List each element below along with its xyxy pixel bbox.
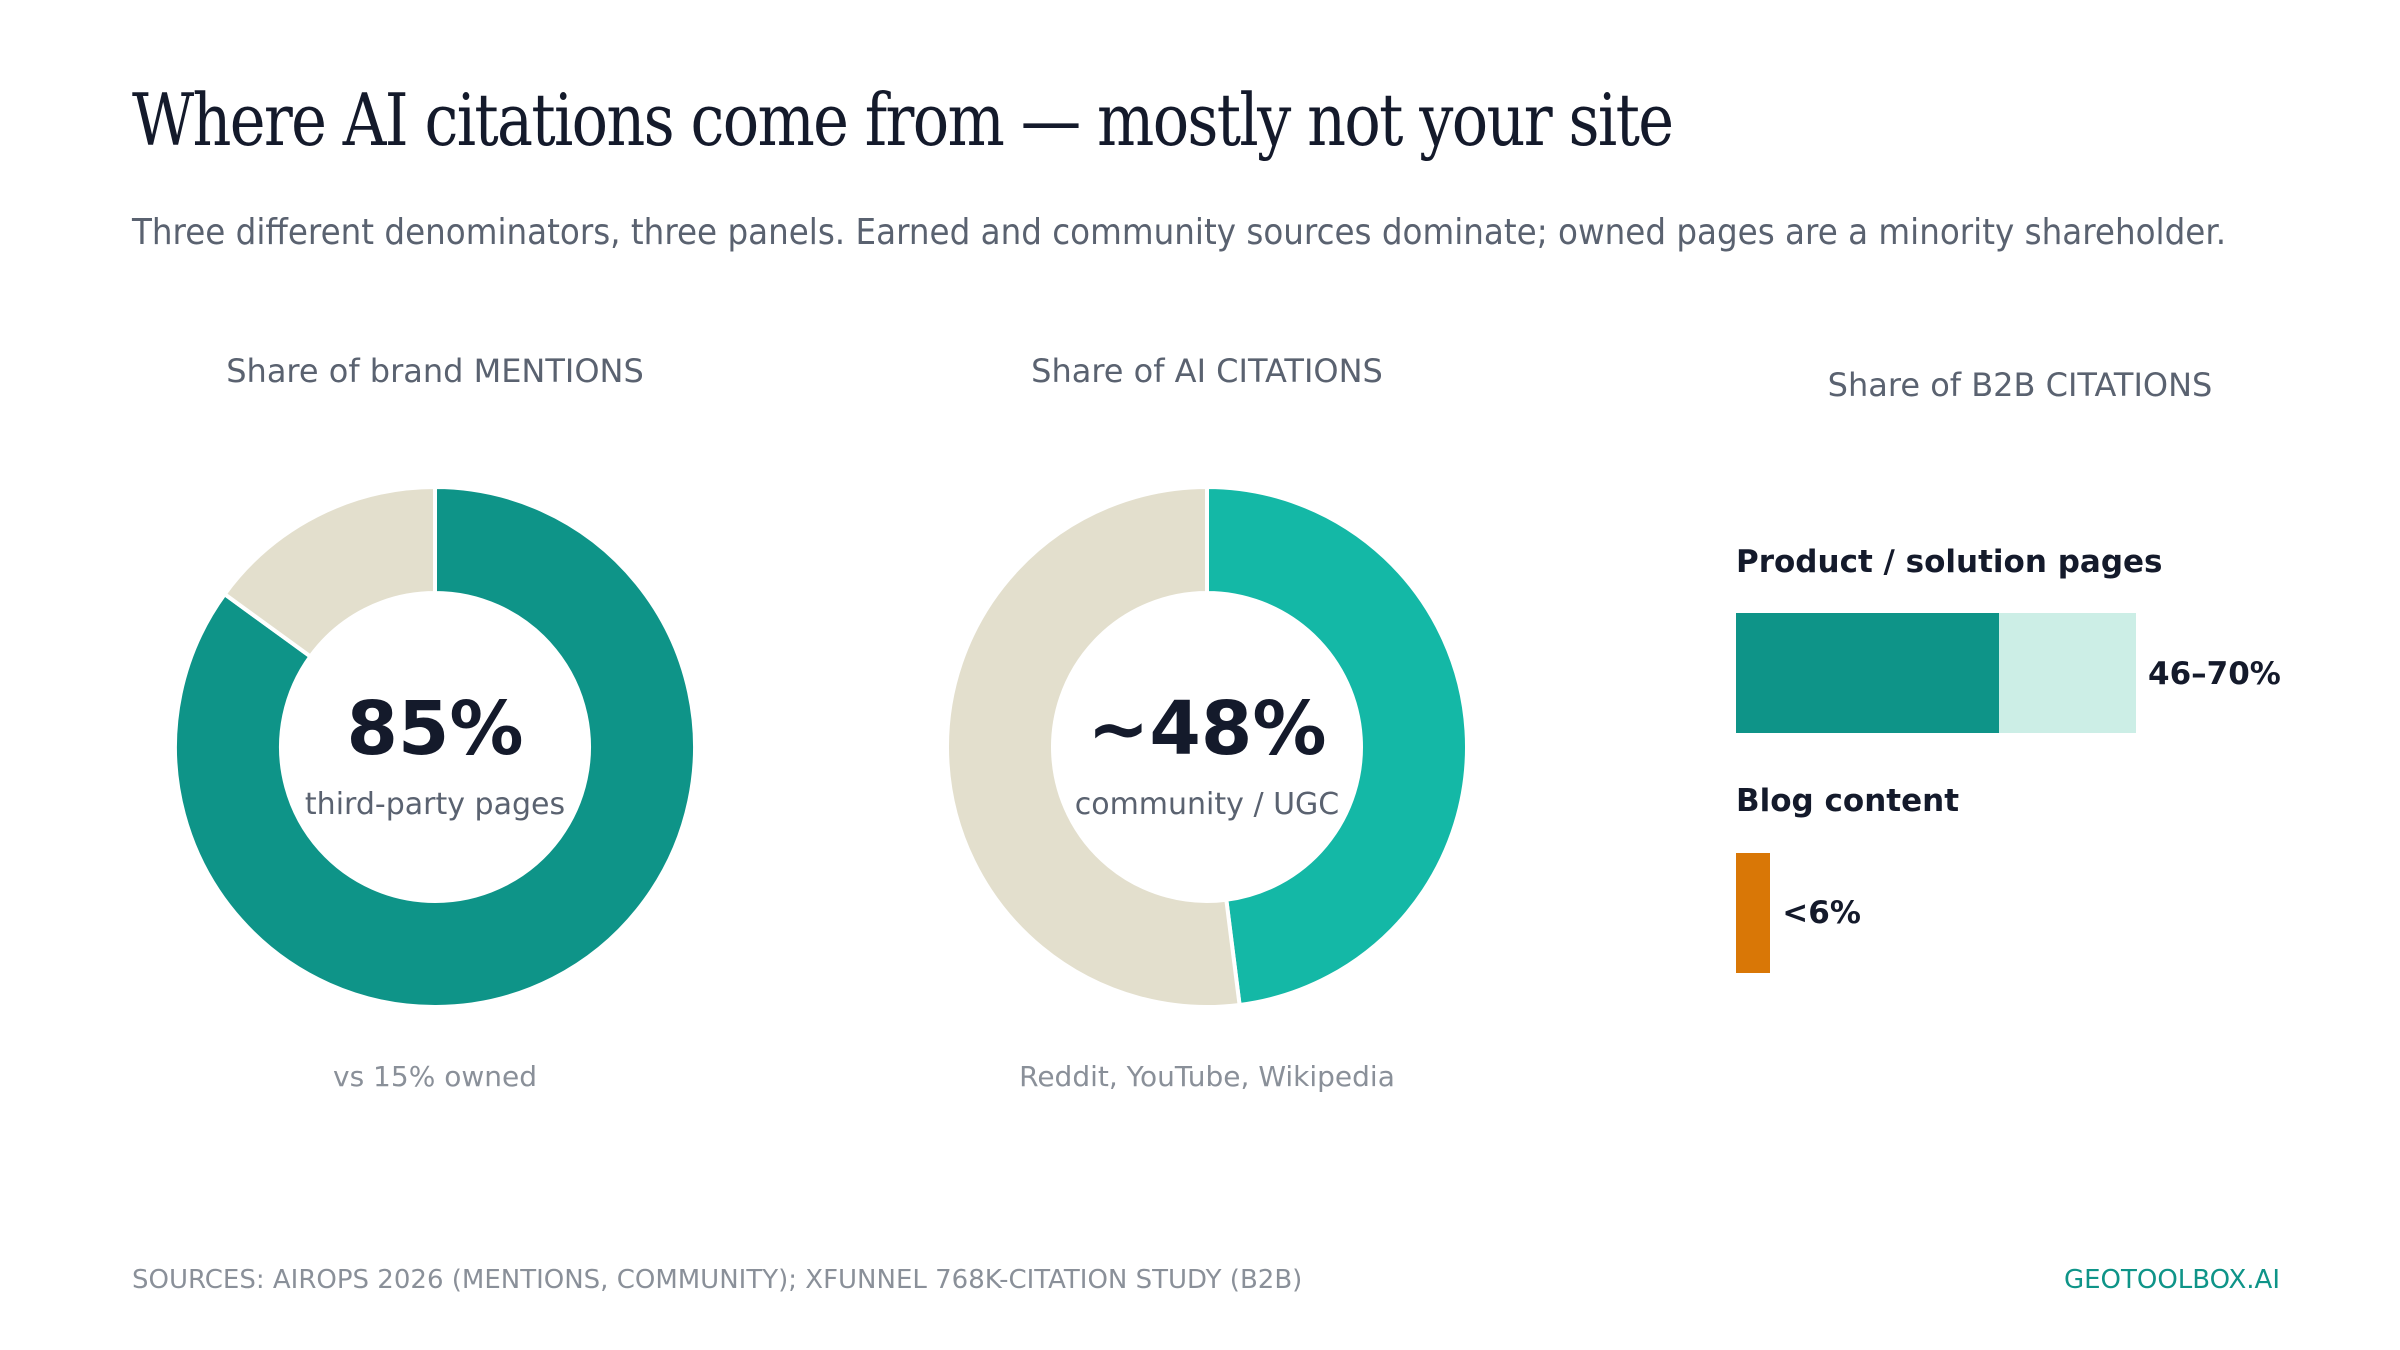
donut-slice-third-party	[173, 484, 697, 1009]
citations-note: Reddit, YouTube, Wikipedia	[1019, 1060, 1395, 1093]
citations-donut-chart: ~48% community / UGC	[945, 484, 1469, 1009]
page-title: Where AI citations come from — mostly no…	[132, 78, 1674, 162]
blog-bar-label: Blog content	[1736, 783, 1960, 819]
mentions-big-value: 85%	[346, 686, 523, 772]
page-subtitle: Three different denominators, three pane…	[132, 212, 2227, 253]
product-bar-value: 46–70%	[2148, 656, 2281, 692]
product-bar-low	[1736, 613, 1999, 733]
b2b-panel-title: Share of B2B CITATIONS	[1827, 366, 2213, 404]
mentions-center-label: third-party pages	[305, 787, 565, 822]
mentions-note: vs 15% owned	[333, 1060, 537, 1093]
donut-slice-community	[1205, 484, 1469, 1008]
brand-link[interactable]: GEOTOOLBOX.AI	[2063, 1265, 2280, 1295]
donut-slice-owned	[221, 484, 437, 660]
blog-bar-value: <6%	[1782, 895, 1861, 931]
citations-panel-title: Share of AI CITATIONS	[1031, 352, 1383, 390]
donut-slice-other	[945, 484, 1242, 1009]
mentions-panel-title: Share of brand MENTIONS	[226, 352, 644, 390]
citations-center-label: community / UGC	[1075, 787, 1340, 822]
sources-footnote: SOURCES: AIROPS 2026 (MENTIONS, COMMUNIT…	[132, 1265, 1303, 1295]
mentions-donut-chart: 85% third-party pages	[173, 484, 697, 1009]
product-bar-label: Product / solution pages	[1736, 544, 2163, 580]
blog-bar	[1736, 853, 1771, 973]
citations-big-value: ~48%	[1087, 686, 1326, 772]
